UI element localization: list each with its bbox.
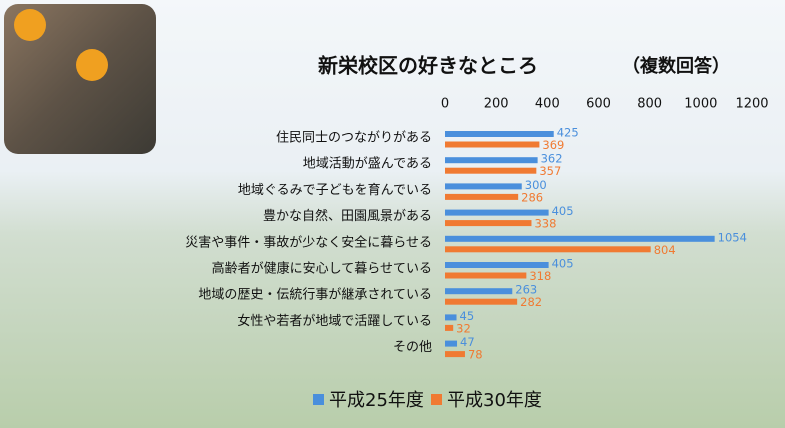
- value-label: 369: [542, 138, 564, 152]
- legend-label: 平成25年度: [329, 390, 424, 411]
- y-tick-label: 豊かな自然、田園風景がある: [263, 208, 432, 224]
- value-label: 338: [534, 217, 556, 231]
- bar: [445, 131, 554, 137]
- value-label: 78: [468, 348, 483, 362]
- bar: [445, 288, 512, 294]
- chart-subtitle: （複数回答）: [622, 55, 730, 77]
- legend-swatch: [313, 394, 324, 405]
- x-tick-label: 0: [441, 97, 449, 112]
- bar: [445, 314, 457, 320]
- y-tick-label: 地域活動が盛んである: [303, 157, 432, 172]
- x-tick-label: 1200: [735, 97, 768, 112]
- value-label: 405: [552, 257, 574, 271]
- y-tick-label: 地域ぐるみで子どもを育んでいる: [238, 182, 432, 198]
- bar: [445, 273, 526, 279]
- legend-swatch: [431, 394, 442, 405]
- bar: [445, 262, 549, 268]
- y-tick-label: 女性や若者が地域で活躍している: [237, 313, 432, 329]
- x-tick-label: 600: [586, 97, 611, 112]
- y-tick-label: その他: [393, 340, 432, 355]
- x-tick-label: 400: [535, 97, 560, 112]
- value-label: 1054: [718, 230, 747, 244]
- y-tick-label: 住民同士のつながりがある: [276, 131, 432, 146]
- bar: [445, 157, 538, 163]
- chart: 新栄校区の好きなところ （複数回答） 0 200 400 600 800 1000 1200…: [0, 0, 785, 428]
- y-tick-label: 地域の歴史・伝統行事が継承されている: [198, 288, 432, 303]
- bar: [445, 183, 522, 189]
- value-label: 282: [520, 295, 542, 309]
- value-label: 804: [654, 243, 676, 257]
- bar: [445, 351, 465, 357]
- legend-label: 平成30年度: [447, 390, 542, 411]
- x-tick-label: 200: [484, 97, 509, 112]
- value-label: 357: [539, 164, 561, 178]
- bar: [445, 299, 517, 305]
- value-label: 318: [529, 269, 551, 283]
- x-tick-label: 800: [637, 97, 662, 112]
- y-tick-label: 高齢者が健康に安心して暮らせている: [212, 261, 432, 277]
- bar: [445, 142, 539, 148]
- bar: [445, 246, 651, 252]
- bar: [445, 325, 453, 331]
- bar: [445, 341, 457, 347]
- bar: [445, 194, 518, 200]
- chart-title: 新栄校区の好きなところ: [318, 54, 538, 78]
- bar: [445, 236, 715, 242]
- bar: [445, 220, 531, 226]
- x-tick-label: 1000: [684, 97, 717, 112]
- photo-hat: [14, 9, 46, 41]
- bar: [445, 168, 536, 174]
- value-label: 32: [456, 321, 471, 335]
- y-tick-label: 災害や事件・事故が少なく安全に暮らせる: [185, 234, 432, 250]
- photo-hat: [76, 49, 108, 81]
- value-label: 286: [521, 190, 543, 204]
- bar: [445, 210, 549, 216]
